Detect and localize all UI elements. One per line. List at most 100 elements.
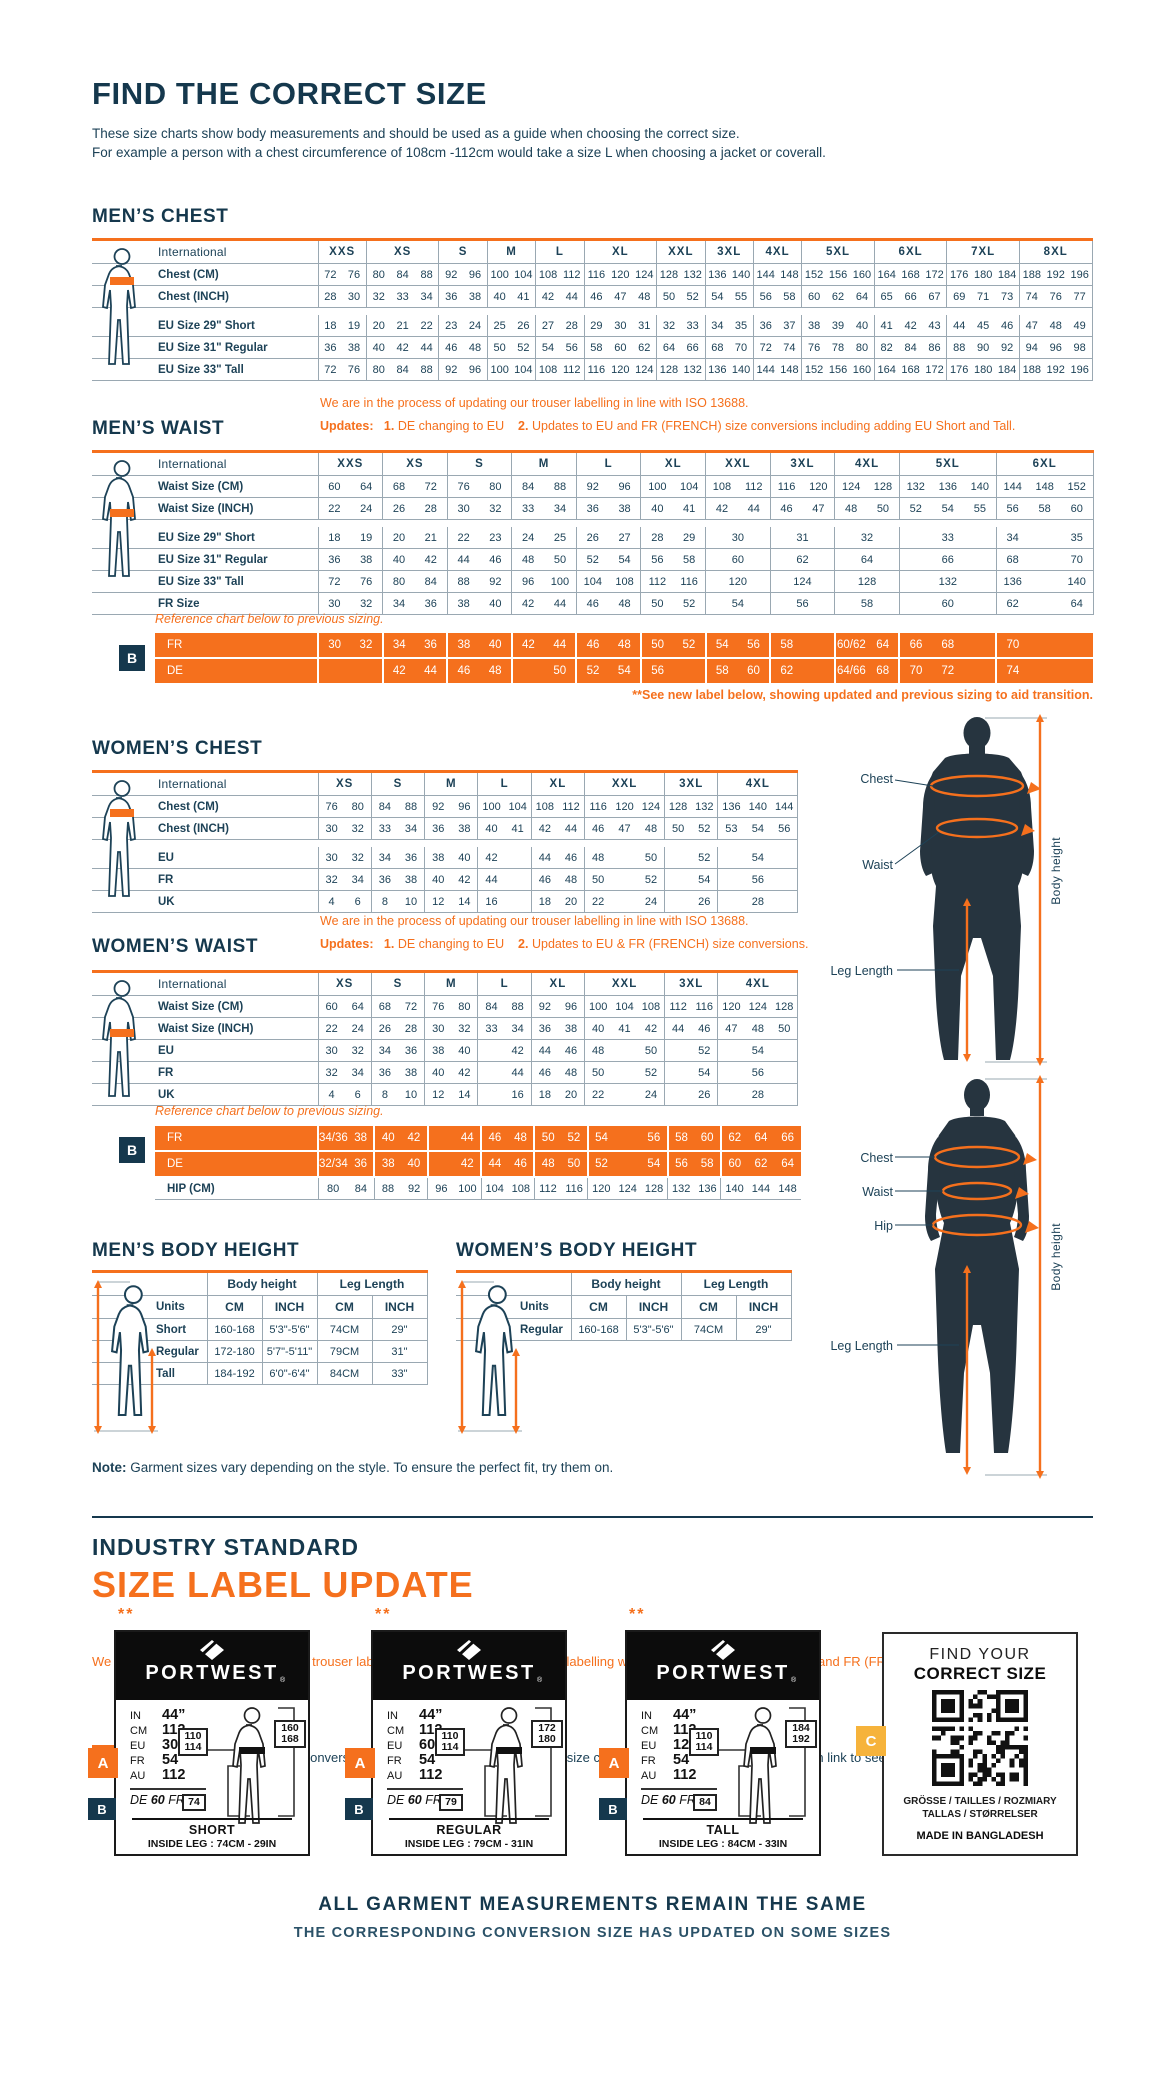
table-cell: FR: [92, 1061, 318, 1084]
table-cell: 24: [350, 497, 383, 520]
table-cell: 40: [451, 847, 478, 869]
element: [458, 1280, 522, 1434]
element: International XXS XS S M L XL XXL 3XL 4XL 5XL 6XL: [92, 451, 1094, 476]
table-cell: 42: [477, 847, 505, 869]
female-silhouette-icon: [835, 1073, 1093, 1503]
table-cell: 104: [504, 795, 532, 818]
element: FR: [641, 1755, 656, 1767]
element: **: [375, 1606, 392, 1623]
element: EU 30: [130, 1738, 185, 1753]
element: [110, 1029, 134, 1037]
table-cell: L: [477, 771, 532, 796]
table-cell: [426, 1126, 455, 1152]
element: [973, 1735, 978, 1741]
updates-t2: Updates to EU and FR (FRENCH) size conve…: [531, 419, 1016, 433]
element: [982, 1763, 987, 1768]
element: GRÖSSE / TAILLES / ROZMIARY: [903, 1796, 1057, 1807]
table-cell: [664, 847, 692, 869]
table-cell: 46: [557, 1039, 585, 1062]
table-cell: S: [370, 771, 425, 796]
table-cell: 26: [511, 315, 536, 337]
element: [977, 1717, 983, 1722]
element: [959, 1758, 964, 1764]
element: [113, 780, 131, 797]
table-row: DE 32/34 36 38 40 42 44 46 48 50 52 54 56 58 60 62 64: [155, 1151, 801, 1178]
table-cell: 36: [317, 336, 343, 359]
element: [954, 1740, 960, 1745]
element: [968, 1717, 974, 1722]
table-cell: 120: [705, 570, 771, 593]
table-cell: 46: [446, 658, 480, 685]
element: [201, 1639, 219, 1656]
table-cell: 48: [637, 817, 665, 840]
element: [102, 248, 136, 365]
table-cell: 104: [480, 1177, 508, 1200]
table-cell: 116: [769, 475, 803, 498]
element: [936, 1735, 942, 1741]
table-cell: 52: [575, 548, 609, 571]
element: [711, 1639, 735, 1660]
table-cell: EU Size 33" Tall: [92, 358, 318, 381]
table-cell: [477, 1039, 505, 1062]
element: [950, 1735, 955, 1741]
table-cell: 34: [344, 1061, 372, 1084]
table-cell: 39: [825, 315, 851, 337]
table-row: [92, 839, 798, 847]
table-cell: [611, 1061, 638, 1084]
male-silhouette-icon: [835, 712, 1093, 1089]
table-cell: 76: [801, 336, 826, 359]
table-cell: 52: [511, 336, 536, 359]
element: FIND YOUR: [929, 1646, 1031, 1663]
element: [945, 1717, 951, 1722]
element: Waist Size (CM) 60 64 68 72 76 80 84 88 92 96 100 10…: [92, 475, 1094, 615]
element: [991, 1694, 996, 1700]
element: [996, 1781, 1001, 1786]
table-cell: 65: [873, 285, 899, 308]
table-cell: 32: [656, 315, 681, 337]
table-row: [92, 307, 1092, 315]
table-cell: 124: [744, 995, 772, 1018]
table-cell: 44: [737, 497, 771, 520]
table-cell: 26: [691, 1083, 718, 1106]
table-cell: 40: [382, 548, 415, 571]
table-cell: 136: [694, 1177, 721, 1200]
element: [457, 1639, 481, 1660]
table-cell: 36: [530, 1017, 558, 1040]
element: [1000, 1690, 1006, 1695]
label-badge-b: B: [599, 1798, 627, 1820]
womens-chest-title: WOMEN’S CHEST: [92, 738, 263, 759]
table-cell: 184: [995, 358, 1020, 381]
table-row: International XXS XS S M L XL XXL 3XL 4XL 5XL 6XL: [92, 451, 1094, 476]
element: [991, 1754, 996, 1759]
table-cell: 66: [898, 285, 923, 308]
element: EU: [130, 1740, 146, 1752]
table-cell: 68: [995, 548, 1029, 571]
table-cell: 76: [446, 475, 480, 498]
element: [970, 1105, 984, 1116]
table-cell: 94: [1018, 336, 1044, 359]
table-cell: 58: [694, 1151, 721, 1178]
element: [977, 1731, 983, 1736]
table-cell: 32: [479, 497, 512, 520]
table-cell: 30: [316, 633, 351, 659]
table-cell: 40: [451, 1039, 478, 1062]
element: [968, 1699, 974, 1704]
element: [950, 1749, 955, 1754]
element: CORRECT SIZE: [913, 1664, 1047, 1683]
section-divider: [92, 1516, 1093, 1518]
table-cell: 4XL: [752, 239, 802, 264]
table-cell: [426, 1151, 455, 1178]
element: [932, 1699, 937, 1704]
table-cell: 124: [632, 263, 657, 286]
element: [945, 1690, 951, 1695]
table-cell: 44: [559, 285, 585, 308]
element: [954, 1781, 960, 1786]
element: AU: [130, 1770, 146, 1782]
element: 112: [673, 1767, 697, 1783]
element: [959, 1744, 964, 1750]
table-cell: 34: [370, 847, 398, 869]
table-cell: 26: [382, 497, 415, 520]
table-cell: 16: [504, 1083, 532, 1106]
table-cell: [1028, 548, 1061, 571]
table-cell: 36: [397, 1039, 425, 1062]
